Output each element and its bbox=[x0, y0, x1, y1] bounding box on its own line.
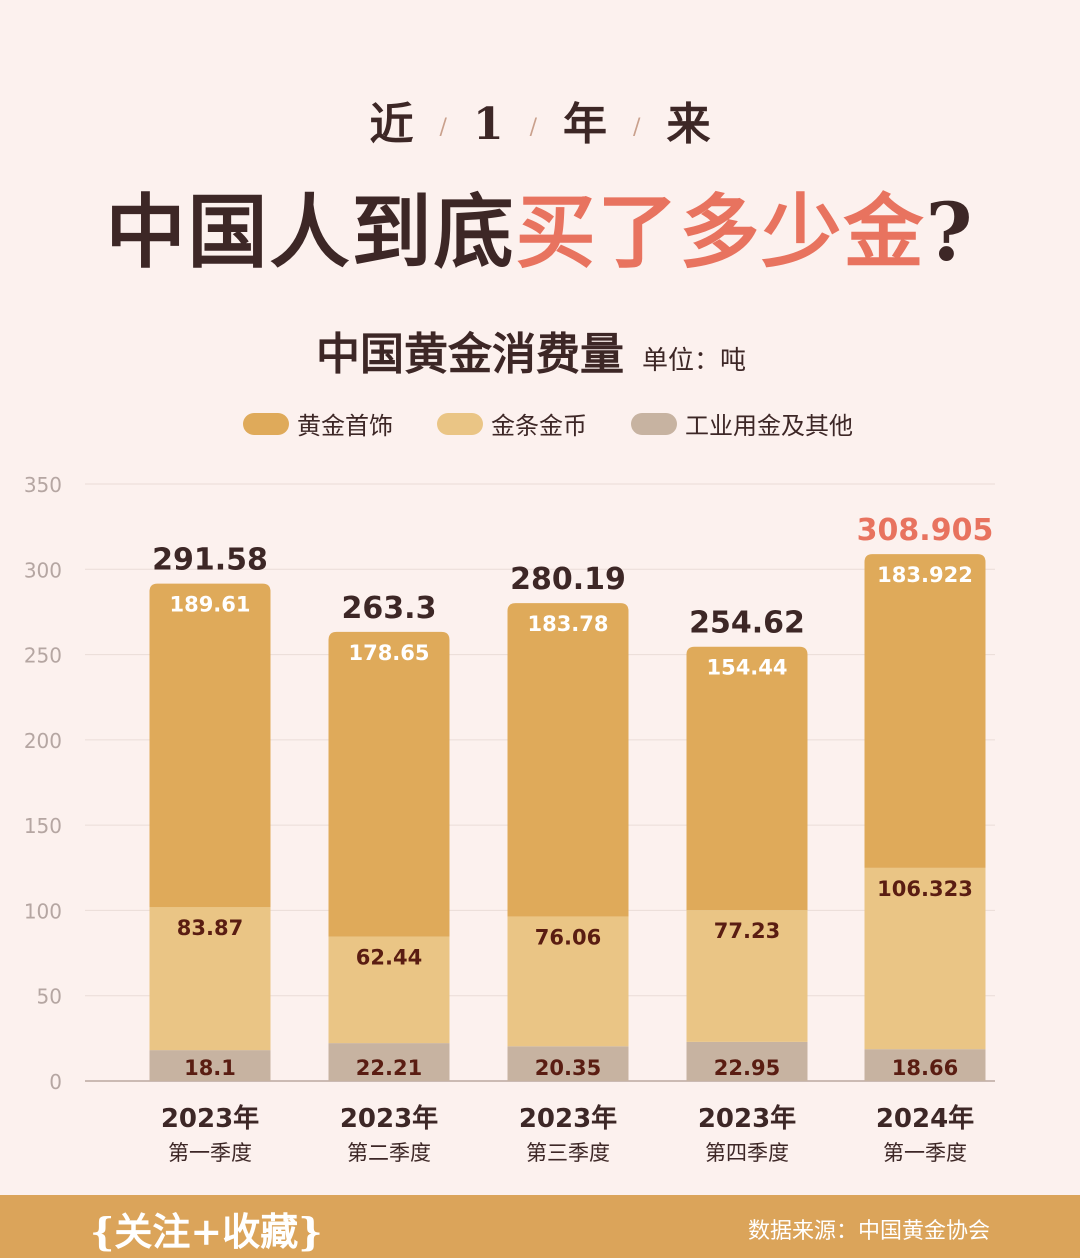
kicker-char: 来 bbox=[666, 99, 711, 150]
x-tick-year: 2024年 bbox=[876, 1103, 974, 1134]
chart-title-text: 中国黄金消费量 bbox=[316, 329, 624, 380]
bar-value-label: 154.44 bbox=[706, 656, 787, 680]
x-tick-quarter: 第四季度 bbox=[705, 1141, 789, 1165]
legend-item-jewelry: 黄金首饰 bbox=[243, 406, 393, 441]
headline-kicker: 近 / 1 / 年 / 来 bbox=[0, 88, 1080, 152]
x-tick-year: 2023年 bbox=[340, 1103, 438, 1134]
bar-segment-jewelry bbox=[686, 646, 808, 911]
y-tick-label: 300 bbox=[24, 558, 62, 582]
page-title: 中国人到底买了多少金? bbox=[0, 168, 1080, 284]
x-tick-quarter: 第二季度 bbox=[347, 1141, 431, 1165]
bar-value-label: 22.21 bbox=[356, 1056, 422, 1080]
kicker-char: 年 bbox=[563, 99, 608, 150]
bar-segment-jewelry bbox=[328, 631, 450, 937]
bar-total-label: 280.19 bbox=[510, 562, 626, 597]
bar-value-label: 18.1 bbox=[184, 1056, 236, 1080]
kicker-char: 近 bbox=[369, 99, 414, 150]
legend-item-industrial: 工业用金及其他 bbox=[631, 406, 853, 441]
chart-title: 中国黄金消费量 单位：吨 bbox=[316, 318, 746, 382]
bar-total-label: 291.58 bbox=[152, 543, 268, 578]
kicker-char: 1 bbox=[472, 99, 504, 150]
bar-value-label: 18.66 bbox=[892, 1056, 958, 1080]
x-tick-year: 2023年 bbox=[519, 1103, 617, 1134]
footer-bar: {关注+收藏} 数据来源：中国黄金协会 bbox=[0, 1195, 1080, 1258]
x-tick-year: 2023年 bbox=[161, 1103, 259, 1134]
bar-value-label: 106.323 bbox=[877, 877, 973, 901]
bar-value-label: 22.95 bbox=[714, 1056, 780, 1080]
bar-segment-industrial bbox=[686, 1041, 808, 1081]
kicker-separator: / bbox=[439, 115, 447, 140]
bar-value-label: 183.78 bbox=[527, 612, 608, 636]
bar-value-label: 183.922 bbox=[877, 563, 973, 587]
bar-total-label: 254.62 bbox=[689, 606, 805, 641]
bar-value-label: 189.61 bbox=[169, 593, 250, 617]
bar-segment-bars_coins bbox=[328, 936, 450, 1044]
bar-value-label: 77.23 bbox=[714, 919, 780, 943]
bar-segment-bars_coins bbox=[686, 910, 808, 1042]
legend-swatch-jewelry bbox=[243, 412, 289, 435]
footer-cta: {关注+收藏} bbox=[90, 1209, 323, 1254]
bar-segment-bars_coins bbox=[864, 867, 986, 1050]
bar-segment-jewelry bbox=[149, 583, 271, 908]
bar-value-label: 83.87 bbox=[177, 916, 243, 940]
x-tick-quarter: 第一季度 bbox=[883, 1141, 967, 1165]
footer-source: 数据来源：中国黄金协会 bbox=[747, 1219, 990, 1244]
chart-legend: 黄金首饰 金条金币 工业用金及其他 bbox=[243, 406, 897, 441]
legend-item-bars-coins: 金条金币 bbox=[437, 406, 587, 441]
y-tick-label: 250 bbox=[24, 644, 62, 668]
bar-segment-industrial bbox=[328, 1043, 450, 1081]
bar-segment-jewelry bbox=[864, 554, 986, 868]
bar-value-label: 76.06 bbox=[535, 926, 601, 950]
bar-segment-industrial bbox=[149, 1050, 271, 1081]
y-tick-label: 100 bbox=[24, 899, 62, 923]
legend-label-jewelry: 黄金首饰 bbox=[297, 412, 393, 440]
title-end: ? bbox=[925, 185, 975, 279]
legend-swatch-bars-coins bbox=[437, 412, 483, 435]
x-tick-year: 2023年 bbox=[698, 1103, 796, 1134]
bar-total-label: 308.905 bbox=[857, 513, 994, 548]
bar-value-label: 178.65 bbox=[348, 641, 429, 665]
stacked-bar-chart: 0 50 100 150 200 250 300 350 18.1 83.87 189.61 291.… bbox=[24, 473, 995, 1165]
y-tick-label: 200 bbox=[24, 729, 62, 753]
x-tick-quarter: 第三季度 bbox=[526, 1141, 610, 1165]
bar-segment-industrial bbox=[507, 1046, 629, 1081]
y-tick-label: 150 bbox=[24, 814, 62, 838]
bar-segment-industrial bbox=[864, 1049, 986, 1081]
x-tick-quarter: 第一季度 bbox=[168, 1141, 252, 1165]
title-dark: 中国人到底 bbox=[105, 185, 516, 279]
kicker-separator: / bbox=[633, 115, 641, 140]
bar-value-label: 20.35 bbox=[535, 1056, 601, 1080]
bar-segment-bars_coins bbox=[149, 907, 271, 1051]
y-tick-label: 50 bbox=[37, 985, 62, 1009]
bar-total-label: 263.3 bbox=[342, 591, 437, 626]
legend-label-industrial: 工业用金及其他 bbox=[685, 412, 853, 440]
legend-label-bars-coins: 金条金币 bbox=[491, 412, 587, 440]
y-tick-label: 350 bbox=[24, 473, 62, 497]
chart-unit: 单位：吨 bbox=[642, 346, 747, 376]
bar-value-label: 62.44 bbox=[356, 946, 422, 970]
bar-segment-jewelry bbox=[507, 603, 629, 917]
y-tick-label: 0 bbox=[49, 1070, 62, 1094]
legend-swatch-industrial bbox=[631, 412, 677, 435]
kicker-separator: / bbox=[529, 115, 538, 140]
title-accent: 买了多少金 bbox=[515, 185, 926, 279]
bar-segment-bars_coins bbox=[507, 916, 629, 1047]
